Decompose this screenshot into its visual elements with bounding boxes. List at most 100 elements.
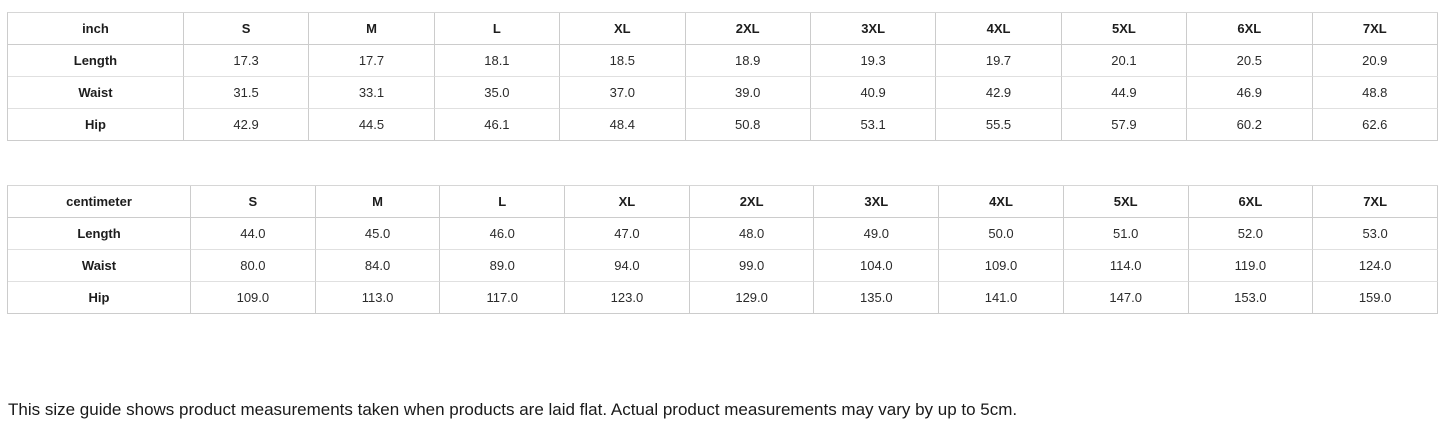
measurement-cell: 109.0: [191, 282, 316, 314]
measurement-cell: 159.0: [1313, 282, 1438, 314]
measurement-cell: 104.0: [814, 250, 940, 282]
measurement-cell: 40.9: [810, 77, 937, 109]
row-label-cell: Hip: [8, 109, 184, 141]
size-header-cell: M: [309, 13, 435, 45]
size-table-inch: inch S M L XL 2XL 3XL 4XL 5XL 6XL 7XL Length 17.3 17.…: [7, 12, 1438, 141]
measurement-cell: 80.0: [191, 250, 316, 282]
measurement-cell: 57.9: [1061, 109, 1188, 141]
size-header-cell: 7XL: [1312, 13, 1438, 45]
size-header-cell: 3XL: [814, 186, 940, 218]
measurement-row: Length 44.0 45.0 46.0 47.0 48.0 49.0 50.0 51.0 52…: [8, 218, 1438, 250]
size-guide-note: This size guide shows product measuremen…: [8, 400, 1018, 419]
unit-label-cell: centimeter: [8, 186, 192, 218]
measurement-cell: 113.0: [315, 282, 441, 314]
measurement-cell: 50.8: [685, 109, 811, 141]
row-label-cell: Waist: [8, 77, 184, 109]
row-label-cell: Length: [8, 218, 192, 250]
measurement-cell: 42.9: [936, 77, 1062, 109]
row-label-cell: Length: [8, 45, 184, 77]
measurement-cell: 135.0: [814, 282, 940, 314]
measurement-cell: 89.0: [440, 250, 566, 282]
measurement-cell: 20.5: [1187, 45, 1313, 77]
size-table-centimeter: centimeter S M L XL 2XL 3XL 4XL 5XL 6XL 7XL Length 4…: [7, 185, 1438, 314]
measurement-cell: 62.6: [1312, 109, 1438, 141]
measurement-cell: 18.1: [434, 45, 561, 77]
measurement-cell: 117.0: [440, 282, 566, 314]
measurement-row: Length 17.3 17.7 18.1 18.5 18.9 19.3 19.7 20.1 20…: [8, 45, 1438, 77]
measurement-cell: 19.3: [810, 45, 937, 77]
measurement-cell: 153.0: [1188, 282, 1314, 314]
measurement-cell: 20.1: [1061, 45, 1188, 77]
measurement-cell: 39.0: [685, 77, 811, 109]
measurement-cell: 48.0: [689, 218, 815, 250]
measurement-cell: 123.0: [565, 282, 690, 314]
measurement-row: Waist 31.5 33.1 35.0 37.0 39.0 40.9 42.9 44.9 46.…: [8, 77, 1438, 109]
size-header-cell: XL: [565, 186, 690, 218]
measurement-cell: 19.7: [936, 45, 1062, 77]
measurement-cell: 147.0: [1063, 282, 1189, 314]
measurement-cell: 17.3: [183, 45, 310, 77]
measurement-cell: 141.0: [939, 282, 1064, 314]
size-header-cell: L: [440, 186, 566, 218]
measurement-cell: 18.5: [560, 45, 686, 77]
measurement-cell: 109.0: [939, 250, 1064, 282]
size-header-cell: S: [183, 13, 310, 45]
measurement-cell: 52.0: [1188, 218, 1314, 250]
measurement-row: Waist 80.0 84.0 89.0 94.0 99.0 104.0 109.0 114.0…: [8, 250, 1438, 282]
size-header-cell: 5XL: [1063, 186, 1189, 218]
measurement-cell: 60.2: [1187, 109, 1313, 141]
measurement-cell: 37.0: [560, 77, 686, 109]
measurement-cell: 46.9: [1187, 77, 1313, 109]
measurement-cell: 44.5: [309, 109, 435, 141]
size-header-cell: 2XL: [685, 13, 811, 45]
unit-label-cell: inch: [8, 13, 184, 45]
measurement-cell: 84.0: [315, 250, 441, 282]
size-header-cell: XL: [560, 13, 686, 45]
measurement-cell: 31.5: [183, 77, 310, 109]
measurement-cell: 124.0: [1313, 250, 1438, 282]
measurement-cell: 20.9: [1312, 45, 1438, 77]
size-header-cell: L: [434, 13, 561, 45]
measurement-cell: 46.0: [440, 218, 566, 250]
measurement-cell: 44.0: [191, 218, 316, 250]
size-header-cell: S: [191, 186, 316, 218]
size-header-cell: 2XL: [689, 186, 815, 218]
measurement-cell: 129.0: [689, 282, 815, 314]
size-header-cell: 3XL: [810, 13, 937, 45]
measurement-cell: 114.0: [1063, 250, 1189, 282]
measurement-row: Hip 109.0 113.0 117.0 123.0 129.0 135.0 141.0 14…: [8, 282, 1438, 314]
size-header-cell: 4XL: [939, 186, 1064, 218]
size-header-cell: 6XL: [1187, 13, 1313, 45]
header-row: centimeter S M L XL 2XL 3XL 4XL 5XL 6XL 7XL: [8, 186, 1438, 218]
size-header-cell: 4XL: [936, 13, 1062, 45]
measurement-cell: 49.0: [814, 218, 940, 250]
row-label-cell: Hip: [8, 282, 192, 314]
size-header-cell: M: [315, 186, 441, 218]
measurement-cell: 51.0: [1063, 218, 1189, 250]
measurement-cell: 46.1: [434, 109, 561, 141]
measurement-cell: 48.4: [560, 109, 686, 141]
size-header-cell: 7XL: [1313, 186, 1438, 218]
measurement-cell: 50.0: [939, 218, 1064, 250]
measurement-row: Hip 42.9 44.5 46.1 48.4 50.8 53.1 55.5 57.9 60.2 6…: [8, 109, 1438, 141]
measurement-cell: 53.0: [1313, 218, 1438, 250]
measurement-cell: 55.5: [936, 109, 1062, 141]
measurement-cell: 47.0: [565, 218, 690, 250]
measurement-cell: 17.7: [309, 45, 435, 77]
measurement-cell: 18.9: [685, 45, 811, 77]
measurement-cell: 48.8: [1312, 77, 1438, 109]
measurement-cell: 94.0: [565, 250, 690, 282]
measurement-cell: 42.9: [183, 109, 310, 141]
measurement-cell: 44.9: [1061, 77, 1188, 109]
measurement-cell: 35.0: [434, 77, 561, 109]
size-header-cell: 6XL: [1188, 186, 1314, 218]
size-header-cell: 5XL: [1061, 13, 1188, 45]
measurement-cell: 33.1: [309, 77, 435, 109]
header-row: inch S M L XL 2XL 3XL 4XL 5XL 6XL 7XL: [8, 13, 1438, 45]
measurement-cell: 119.0: [1188, 250, 1314, 282]
measurement-cell: 45.0: [315, 218, 441, 250]
measurement-cell: 99.0: [689, 250, 815, 282]
row-label-cell: Waist: [8, 250, 192, 282]
measurement-cell: 53.1: [810, 109, 937, 141]
